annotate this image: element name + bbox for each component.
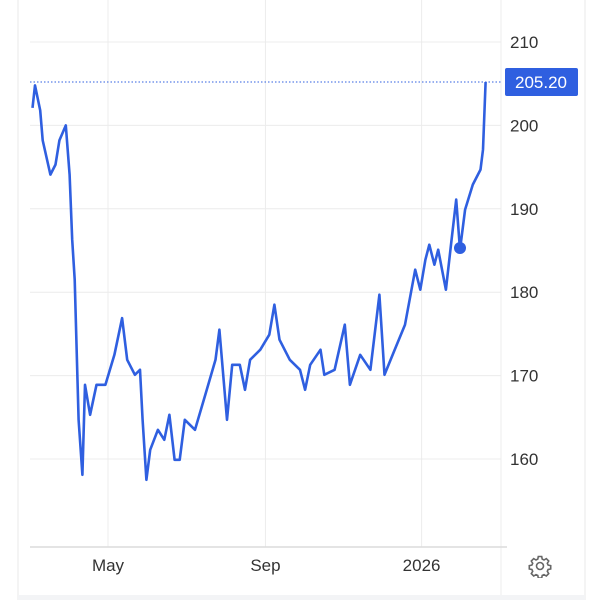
grid — [30, 0, 501, 547]
series-marker[interactable] — [454, 241, 466, 254]
bottom-strip — [18, 595, 585, 600]
y-tick-label: 210 — [510, 33, 538, 52]
x-tick-label: May — [92, 556, 125, 575]
y-tick-label: 160 — [510, 450, 538, 469]
x-tick-label: 2026 — [403, 556, 441, 575]
gear-icon[interactable] — [528, 554, 552, 579]
last-value-label: 205.20 — [515, 73, 567, 92]
last-value-badge: 205.20 — [505, 68, 578, 97]
x-tick-label: Sep — [250, 556, 280, 575]
y-tick-label: 180 — [510, 283, 538, 302]
y-tick-label: 170 — [510, 367, 538, 386]
y-tick-label: 190 — [510, 200, 538, 219]
x-axis: May Sep 2026 — [92, 556, 441, 575]
y-axis: 160 170 180 190 200 210 — [510, 33, 538, 469]
y-tick-label: 200 — [510, 116, 538, 135]
series-line — [31, 81, 487, 482]
